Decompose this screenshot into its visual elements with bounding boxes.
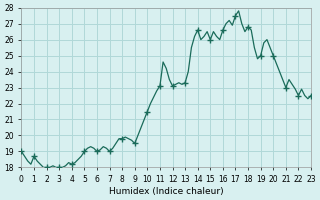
- X-axis label: Humidex (Indice chaleur): Humidex (Indice chaleur): [109, 187, 224, 196]
